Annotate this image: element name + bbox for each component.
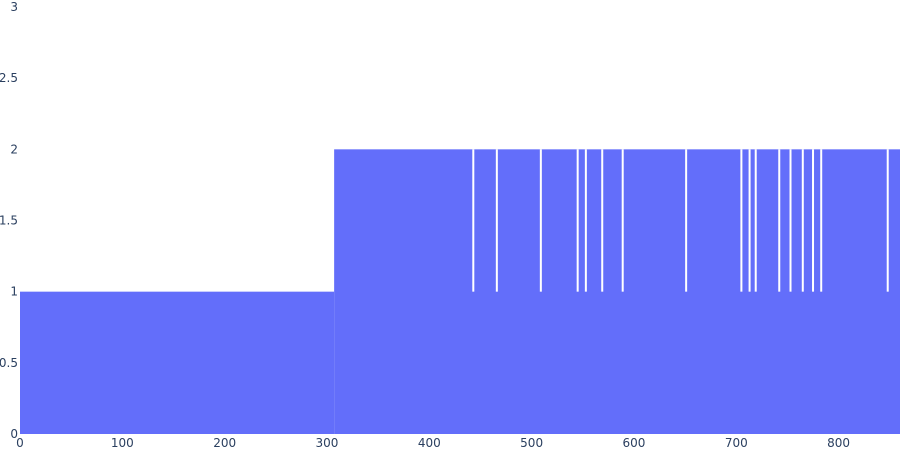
bar-gap-8 [740, 149, 743, 292]
bar-gap-16 [886, 149, 889, 292]
y-tick-label: 2 [10, 142, 18, 156]
y-tick-label: 1 [10, 285, 18, 299]
bar-gap-5 [601, 149, 604, 292]
x-tick-label: 0 [16, 436, 24, 450]
bar-gap-10 [754, 149, 757, 292]
y-tick-label: 2.5 [0, 71, 18, 85]
x-tick-label: 300 [316, 436, 339, 450]
y-tick-label: 0.5 [0, 356, 18, 370]
bar-gap-7 [685, 149, 688, 292]
x-axis: 0 100 200 300 400 500 600 700 800 [16, 436, 850, 450]
bar-gap-6 [621, 149, 624, 292]
bar-gap-0 [472, 149, 475, 292]
y-tick-label: 3 [10, 0, 18, 14]
bar-gap-14 [812, 149, 815, 292]
x-tick-label: 200 [213, 436, 236, 450]
plot-area [20, 149, 900, 435]
bar-gap-2 [539, 149, 542, 292]
y-tick-label: 0 [10, 427, 18, 441]
bar-gap-1 [495, 149, 498, 292]
x-tick-label: 800 [827, 436, 850, 450]
y-axis: 0 0.5 1 1.5 2 2.5 3 [0, 0, 18, 441]
bar-gap-13 [801, 149, 804, 292]
bar-gap-3 [576, 149, 579, 292]
x-tick-label: 700 [725, 436, 748, 450]
bar-segment-1 [334, 149, 900, 435]
bar-gap-11 [778, 149, 781, 292]
x-tick-label: 600 [623, 436, 646, 450]
bar-gap-4 [584, 149, 587, 292]
x-tick-label: 400 [418, 436, 441, 450]
bar-gap-15 [820, 149, 823, 292]
bar-gap-12 [789, 149, 792, 292]
bar-gap-9 [748, 149, 751, 292]
y-tick-label: 1.5 [0, 214, 18, 228]
bar-segment-0 [20, 291, 335, 434]
x-tick-label: 100 [111, 436, 134, 450]
x-tick-label: 500 [520, 436, 543, 450]
